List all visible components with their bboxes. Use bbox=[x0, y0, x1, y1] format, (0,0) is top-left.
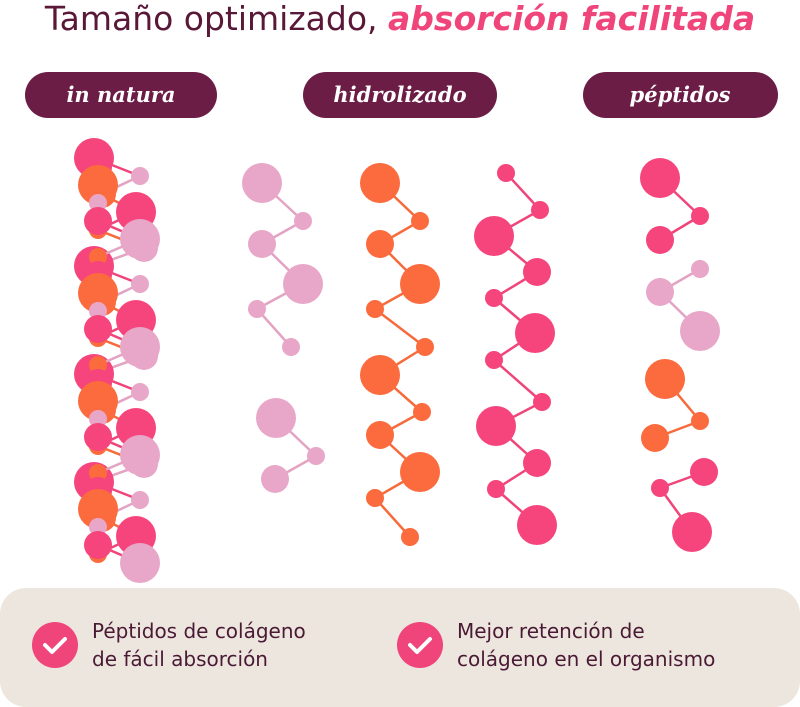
atom bbox=[497, 164, 515, 182]
atom bbox=[78, 273, 118, 313]
check-icon bbox=[32, 622, 78, 668]
benefit-line: Mejor retención de bbox=[457, 619, 645, 643]
atom bbox=[78, 489, 118, 529]
atom bbox=[366, 421, 394, 449]
atom bbox=[366, 230, 394, 258]
pill-label: hidrolizado bbox=[333, 82, 466, 107]
atom bbox=[84, 207, 112, 235]
atom bbox=[400, 452, 440, 492]
atom bbox=[533, 393, 551, 411]
atom bbox=[131, 275, 149, 293]
benefit-line: colágeno en el organismo bbox=[457, 647, 715, 671]
atom bbox=[485, 289, 503, 307]
atom bbox=[89, 464, 107, 482]
atom bbox=[282, 338, 300, 356]
check-icon bbox=[397, 622, 443, 668]
atom bbox=[131, 491, 149, 509]
atom bbox=[680, 311, 720, 351]
atom bbox=[120, 219, 160, 259]
benefit-line: Péptidos de colágeno bbox=[92, 619, 306, 643]
atom bbox=[531, 201, 549, 219]
title-accent: absorción facilitada bbox=[388, 0, 755, 38]
atom bbox=[413, 403, 431, 421]
atom bbox=[78, 165, 118, 205]
atom bbox=[261, 465, 289, 493]
pill bbox=[583, 72, 778, 118]
atom bbox=[89, 194, 107, 212]
atom bbox=[474, 216, 514, 256]
atom bbox=[307, 447, 325, 465]
check-mark bbox=[408, 637, 432, 654]
bond bbox=[374, 308, 426, 348]
atom bbox=[646, 278, 674, 306]
pill bbox=[25, 72, 217, 118]
atom bbox=[248, 230, 276, 258]
atom bbox=[645, 359, 685, 399]
atom bbox=[641, 424, 669, 452]
atom bbox=[360, 355, 400, 395]
atom bbox=[366, 300, 384, 318]
atom bbox=[401, 528, 419, 546]
atom bbox=[89, 410, 107, 428]
atom bbox=[416, 338, 434, 356]
atom bbox=[294, 212, 312, 230]
pill bbox=[303, 72, 497, 118]
atom bbox=[691, 260, 709, 278]
atom bbox=[400, 264, 440, 304]
molecules bbox=[74, 138, 720, 583]
atom bbox=[411, 212, 429, 230]
atom bbox=[89, 302, 107, 320]
atom bbox=[360, 163, 400, 203]
atom bbox=[485, 351, 503, 369]
atom bbox=[89, 518, 107, 536]
atom bbox=[131, 167, 149, 185]
atom bbox=[640, 158, 680, 198]
atom bbox=[651, 479, 669, 497]
pill-label: in natura bbox=[66, 82, 175, 107]
atom bbox=[646, 226, 674, 254]
check-mark bbox=[43, 637, 67, 654]
atom bbox=[78, 381, 118, 421]
title: Tamaño optimizado, absorción facilitada bbox=[44, 0, 755, 38]
atom bbox=[120, 543, 160, 583]
atom bbox=[691, 412, 709, 430]
atom bbox=[256, 398, 296, 438]
atom bbox=[84, 531, 112, 559]
atom bbox=[89, 356, 107, 374]
atom bbox=[515, 313, 555, 353]
atom bbox=[487, 480, 505, 498]
atom bbox=[84, 315, 112, 343]
atom bbox=[248, 300, 266, 318]
atom bbox=[523, 449, 551, 477]
atom bbox=[131, 383, 149, 401]
atom bbox=[690, 458, 718, 486]
title-plain: Tamaño optimizado, bbox=[44, 0, 378, 38]
benefit-line: de fácil absorción bbox=[92, 647, 268, 671]
atom bbox=[517, 505, 557, 545]
atom bbox=[691, 207, 709, 225]
atom bbox=[283, 264, 323, 304]
atom bbox=[476, 406, 516, 446]
atom bbox=[89, 248, 107, 266]
atom bbox=[366, 489, 384, 507]
atom bbox=[672, 512, 712, 552]
atom bbox=[120, 327, 160, 367]
atom bbox=[523, 258, 551, 286]
atom bbox=[242, 163, 282, 203]
atom bbox=[120, 435, 160, 475]
bond bbox=[493, 359, 543, 403]
atom bbox=[84, 423, 112, 451]
pill-label: péptidos bbox=[630, 82, 731, 107]
